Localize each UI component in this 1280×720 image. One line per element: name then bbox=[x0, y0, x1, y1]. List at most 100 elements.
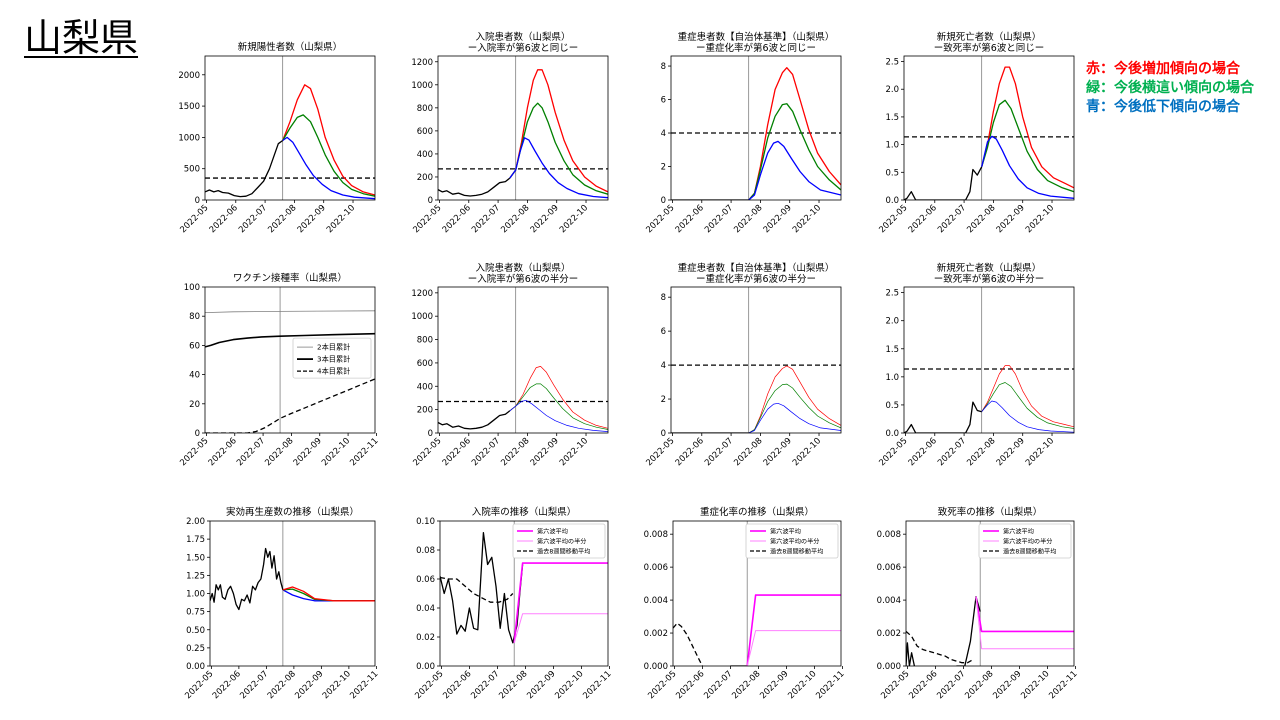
chart-subtitle: ー入院率が第6波の半分ー bbox=[468, 273, 579, 285]
legend-label: 3本目累計 bbox=[317, 355, 350, 364]
y-tick-label: 8 bbox=[661, 293, 666, 303]
series-line-blue-3 bbox=[748, 140, 841, 200]
y-tick-label: 0.008 bbox=[877, 530, 901, 540]
x-tick-label: 2022-11 bbox=[1047, 669, 1079, 701]
chart-title: 入院患者数（山梨県） bbox=[475, 262, 570, 274]
y-tick-label: 0.006 bbox=[877, 563, 901, 573]
y-tick-label: 1.0 bbox=[885, 373, 899, 383]
legend-label: 2本目累計 bbox=[317, 343, 350, 352]
plot-area bbox=[438, 56, 608, 200]
series-line-blue-3 bbox=[282, 136, 375, 200]
chart-title: 実効再生産数の推移（山梨県） bbox=[226, 506, 359, 518]
series-line-green-2 bbox=[509, 383, 608, 430]
y-tick-label: 0.50 bbox=[186, 626, 205, 636]
chart-subtitle: ー致死率が第6波と同じー bbox=[934, 42, 1045, 54]
series-line-black-2 bbox=[205, 378, 375, 433]
series-line-green-2 bbox=[748, 383, 841, 433]
series-line-green-2 bbox=[509, 102, 608, 195]
y-tick-label: 0.0 bbox=[885, 429, 899, 439]
y-tick-label: 1.25 bbox=[186, 571, 205, 581]
series-line-red-3 bbox=[282, 586, 375, 602]
chart-subtitle: ー入院率が第6波と同じー bbox=[468, 42, 579, 54]
plot-area bbox=[906, 521, 1074, 666]
y-tick-label: 400 bbox=[417, 382, 433, 392]
legend-label: 第六波平均の半分 bbox=[537, 538, 587, 546]
y-tick-label: 60 bbox=[189, 341, 200, 351]
series-line-black-0 bbox=[210, 547, 284, 611]
plot-frame bbox=[672, 520, 842, 667]
series-line-red-1 bbox=[509, 69, 608, 193]
x-tick-label: 2022-10 bbox=[1019, 669, 1051, 701]
legend-label: 第六波平均 bbox=[537, 528, 568, 536]
chart-title: 新規陽性者数（山梨県） bbox=[238, 41, 343, 53]
series-line-black-0 bbox=[440, 531, 524, 644]
series-line-black-0 bbox=[906, 642, 916, 666]
y-tick-label: 2 bbox=[661, 395, 666, 405]
y-tick-label: 0 bbox=[428, 196, 433, 206]
plot-area bbox=[205, 287, 375, 433]
x-tick-label: 2022-06 bbox=[907, 669, 939, 701]
plot-frame bbox=[204, 55, 376, 201]
y-tick-label: 2000 bbox=[178, 71, 200, 81]
y-tick-label: 0.00 bbox=[186, 662, 205, 672]
y-tick-label: 1.5 bbox=[885, 113, 899, 123]
series-line-green-2 bbox=[981, 382, 1074, 429]
y-tick-label: 1200 bbox=[411, 289, 433, 299]
plot-area bbox=[438, 287, 608, 433]
series-line-blue-3 bbox=[509, 137, 608, 199]
y-tick-label: 1200 bbox=[411, 58, 433, 68]
chart-title: 入院患者数（山梨県） bbox=[475, 31, 570, 43]
series-line-green-2 bbox=[282, 114, 375, 197]
y-tick-label: 0.004 bbox=[877, 596, 901, 606]
y-tick-label: 0.5 bbox=[885, 401, 899, 411]
chart-title: 重症化率の推移（山梨県） bbox=[700, 506, 814, 518]
y-tick-label: 100 bbox=[184, 283, 200, 293]
series-line-black-1 bbox=[440, 576, 514, 603]
series-line-grey-0 bbox=[205, 310, 375, 313]
series-line-black-1 bbox=[205, 332, 375, 348]
x-tick-label: 2022-09 bbox=[991, 669, 1023, 701]
series-line-blue-3 bbox=[509, 399, 608, 432]
y-tick-label: 400 bbox=[417, 150, 433, 160]
y-tick-label: 1.5 bbox=[885, 345, 899, 355]
y-tick-label: 20 bbox=[189, 400, 200, 410]
y-tick-label: 2.5 bbox=[885, 289, 899, 299]
y-tick-label: 0.004 bbox=[644, 596, 668, 606]
series-line-red-1 bbox=[748, 365, 841, 433]
series-line-magenta-2 bbox=[746, 594, 841, 666]
chart-title: 致死率の推移（山梨県） bbox=[938, 506, 1043, 518]
y-tick-label: 0.10 bbox=[416, 517, 435, 527]
chart-title: 新規死亡者数（山梨県） bbox=[937, 262, 1042, 274]
y-tick-label: 0.5 bbox=[885, 168, 899, 178]
plot-frame bbox=[670, 286, 842, 434]
legend-box bbox=[292, 337, 372, 379]
y-tick-label: 0.000 bbox=[644, 662, 668, 672]
y-tick-label: 0.008 bbox=[644, 530, 668, 540]
chart-subtitle: ー重症化率が第6波と同じー bbox=[696, 42, 816, 54]
y-tick-label: 4 bbox=[661, 129, 666, 139]
y-tick-label: 40 bbox=[189, 371, 200, 381]
y-tick-label: 800 bbox=[417, 104, 433, 114]
series-line-black-0 bbox=[904, 166, 983, 200]
scenario-legend-red: 赤：今後増加傾向の場合 bbox=[1086, 61, 1240, 77]
y-tick-label: 500 bbox=[184, 165, 200, 175]
plot-frame bbox=[437, 55, 609, 201]
series-line-light_magenta-3 bbox=[746, 630, 841, 666]
y-tick-label: 1500 bbox=[178, 102, 200, 112]
x-tick-label: 2022-08 bbox=[963, 669, 995, 701]
scenario-legend-blue: 青：今後低下傾向の場合 bbox=[1086, 99, 1240, 115]
series-line-green-2 bbox=[748, 103, 841, 200]
series-line-black-0 bbox=[904, 401, 982, 433]
chart-title: 重症患者数【自治体基準】（山梨県） bbox=[678, 31, 835, 43]
legend-label: 第六波平均 bbox=[770, 528, 801, 536]
series-line-blue-3 bbox=[748, 402, 841, 433]
y-tick-label: 6 bbox=[661, 96, 666, 106]
plot-area bbox=[205, 56, 375, 200]
y-tick-label: 1000 bbox=[411, 312, 433, 322]
